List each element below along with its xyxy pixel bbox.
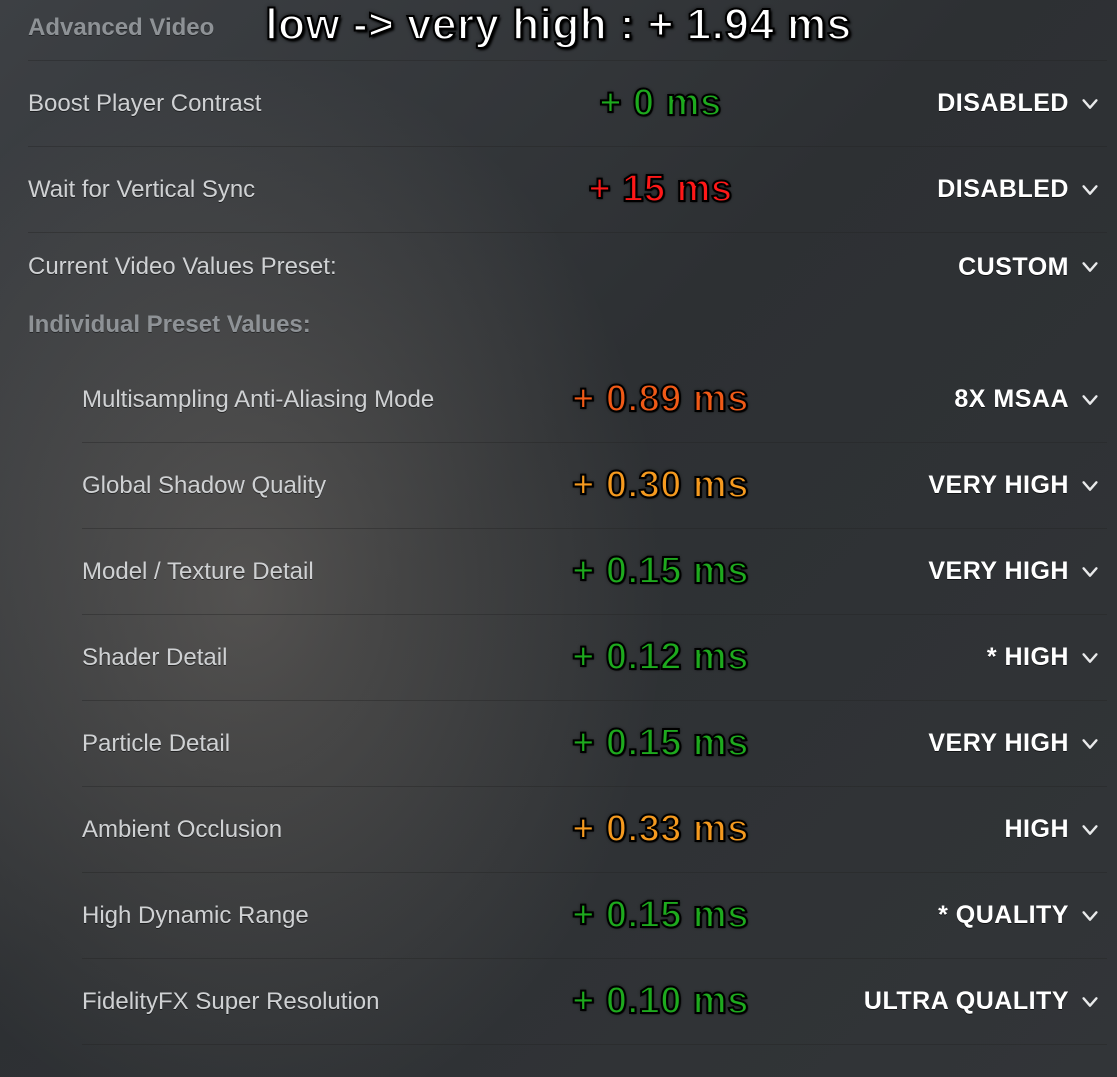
dropdown-preset[interactable]: CUSTOM (958, 253, 1101, 282)
dropdown-value: DISABLED (937, 175, 1069, 204)
chevron-down-icon (1079, 475, 1101, 497)
timing-overlay: + 0.15 ms (572, 722, 749, 765)
dropdown-value: VERY HIGH (928, 729, 1069, 758)
setting-label: FidelityFX Super Resolution (0, 988, 480, 1016)
dropdown-shader[interactable]: * HIGH (987, 643, 1101, 672)
dropdown-ambient-occlusion[interactable]: HIGH (1005, 815, 1102, 844)
dropdown-vsync[interactable]: DISABLED (937, 175, 1101, 204)
dropdown-value: ULTRA QUALITY (864, 987, 1069, 1016)
chevron-down-icon (1079, 179, 1101, 201)
chevron-down-icon (1079, 389, 1101, 411)
section-title-individual-preset: Individual Preset Values: (0, 301, 1117, 357)
setting-label: High Dynamic Range (0, 902, 480, 930)
setting-label: Particle Detail (0, 730, 480, 758)
timing-overlay: + 0.15 ms (572, 550, 749, 593)
dropdown-value: VERY HIGH (928, 471, 1069, 500)
dropdown-value: * QUALITY (938, 901, 1069, 930)
timing-overlay: + 0.15 ms (572, 894, 749, 937)
timing-overlay: + 0.10 ms (572, 980, 749, 1023)
chevron-down-icon (1079, 93, 1101, 115)
dropdown-particle[interactable]: VERY HIGH (928, 729, 1101, 758)
timing-overlay: + 0 ms (599, 82, 721, 125)
setting-label: Current Video Values Preset: (0, 253, 480, 281)
dropdown-value: 8X MSAA (954, 385, 1069, 414)
setting-label: Boost Player Contrast (0, 90, 480, 118)
row-hdr: High Dynamic Range + 0.15 ms * QUALITY (0, 873, 1117, 958)
row-shadows: Global Shadow Quality + 0.30 ms VERY HIG… (0, 443, 1117, 528)
dropdown-fsr[interactable]: ULTRA QUALITY (864, 987, 1101, 1016)
dropdown-boost-player-contrast[interactable]: DISABLED (937, 89, 1101, 118)
setting-label: Ambient Occlusion (0, 816, 480, 844)
setting-label: Shader Detail (0, 644, 480, 672)
row-model-texture: Model / Texture Detail + 0.15 ms VERY HI… (0, 529, 1117, 614)
chevron-down-icon (1079, 561, 1101, 583)
chevron-down-icon (1079, 819, 1101, 841)
dropdown-value: VERY HIGH (928, 557, 1069, 586)
dropdown-hdr[interactable]: * QUALITY (938, 901, 1101, 930)
section-title-advanced-video: Advanced Video (0, 0, 1117, 60)
chevron-down-icon (1079, 905, 1101, 927)
setting-label: Model / Texture Detail (0, 558, 480, 586)
setting-label: Global Shadow Quality (0, 472, 480, 500)
row-preset: Current Video Values Preset: . CUSTOM (0, 233, 1117, 301)
dropdown-value: CUSTOM (958, 253, 1069, 282)
chevron-down-icon (1079, 647, 1101, 669)
row-vsync: Wait for Vertical Sync + 15 ms DISABLED (0, 147, 1117, 232)
row-particle: Particle Detail + 0.15 ms VERY HIGH (0, 701, 1117, 786)
dropdown-model-texture[interactable]: VERY HIGH (928, 557, 1101, 586)
setting-label: Multisampling Anti-Aliasing Mode (0, 386, 480, 414)
dropdown-shadows[interactable]: VERY HIGH (928, 471, 1101, 500)
chevron-down-icon (1079, 991, 1101, 1013)
timing-overlay: + 15 ms (589, 168, 733, 211)
dropdown-value: DISABLED (937, 89, 1069, 118)
timing-overlay: + 0.30 ms (572, 464, 749, 507)
row-boost-player-contrast: Boost Player Contrast + 0 ms DISABLED (0, 61, 1117, 146)
divider (82, 1044, 1107, 1045)
row-ambient-occlusion: Ambient Occlusion + 0.33 ms HIGH (0, 787, 1117, 872)
chevron-down-icon (1079, 256, 1101, 278)
row-msaa: Multisampling Anti-Aliasing Mode + 0.89 … (0, 357, 1117, 442)
dropdown-value: * HIGH (987, 643, 1069, 672)
row-fsr: FidelityFX Super Resolution + 0.10 ms UL… (0, 959, 1117, 1044)
row-shader: Shader Detail + 0.12 ms * HIGH (0, 615, 1117, 700)
chevron-down-icon (1079, 733, 1101, 755)
video-settings-panel: Advanced Video Boost Player Contrast + 0… (0, 0, 1117, 1045)
setting-label: Wait for Vertical Sync (0, 176, 480, 204)
dropdown-value: HIGH (1005, 815, 1070, 844)
timing-overlay: + 0.12 ms (572, 636, 749, 679)
dropdown-msaa[interactable]: 8X MSAA (954, 385, 1101, 414)
timing-overlay: + 0.33 ms (572, 808, 749, 851)
timing-overlay: + 0.89 ms (572, 378, 749, 421)
